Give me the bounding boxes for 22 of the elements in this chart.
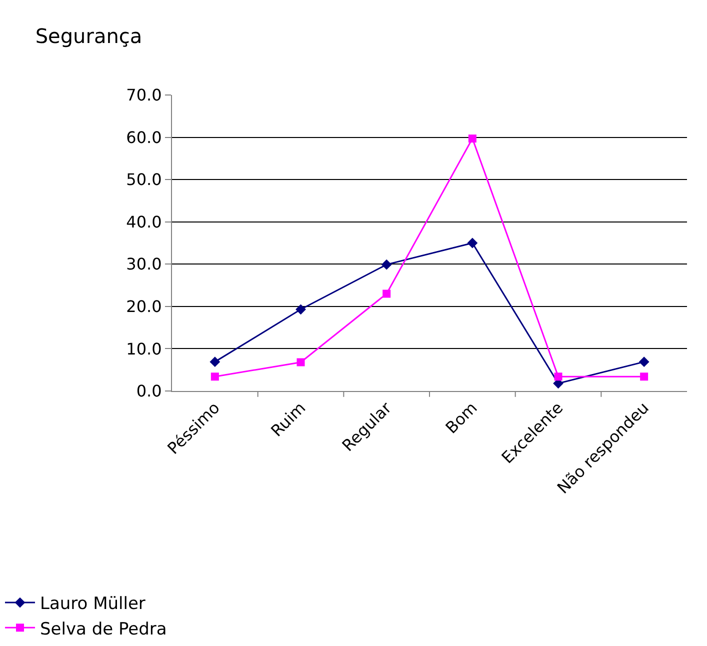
point — [554, 372, 562, 381]
point — [296, 358, 305, 366]
point — [210, 356, 220, 368]
y-tick-label: 60.0 — [126, 128, 162, 147]
legend-label: Lauro Müller — [40, 594, 146, 614]
point — [638, 356, 650, 368]
point — [640, 372, 648, 381]
chart-title: Segurança — [35, 24, 142, 48]
point — [468, 134, 476, 143]
y-tick-label: 20.0 — [126, 297, 162, 316]
legend-label: Selva de Pedra — [40, 619, 167, 640]
y-tick-label: 30.0 — [126, 254, 162, 274]
y-tick-label: 70.0 — [126, 86, 162, 105]
point — [296, 304, 306, 315]
y-tick-label: 50.0 — [126, 170, 162, 190]
point — [467, 238, 478, 248]
point — [381, 259, 392, 270]
y-tick-label: 40.0 — [126, 212, 162, 232]
y-tick-label: 10.0 — [126, 339, 162, 358]
y-tick-label: 0.0 — [136, 382, 162, 401]
point — [382, 290, 391, 298]
point — [210, 372, 219, 381]
